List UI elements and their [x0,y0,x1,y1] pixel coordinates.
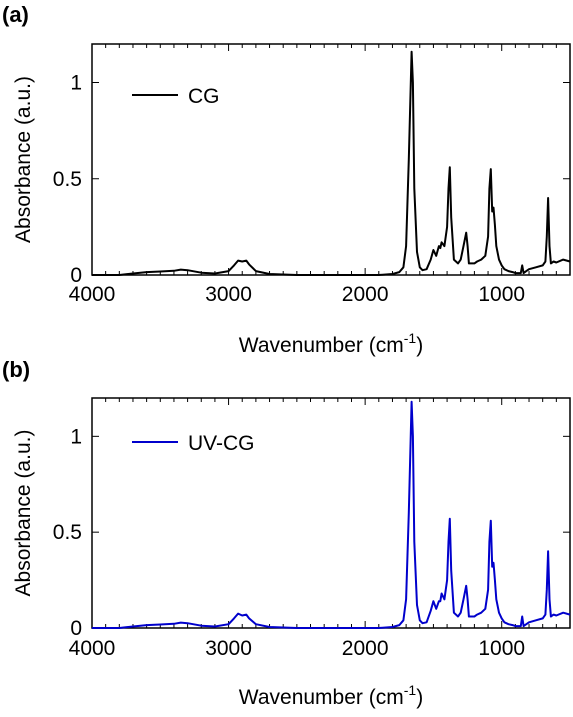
panel-label: (a) [2,2,29,27]
x-axis-label-close: ) [416,334,423,357]
x-tick-label: 1000 [478,637,525,660]
y-tick-label: 0 [70,264,82,287]
x-tick-label: 2000 [342,283,389,306]
y-axis-label: Absorbance (a.u.) [12,430,35,597]
x-axis-label: Wavenumber (cm-1) [239,682,423,709]
panel-label: (b) [2,357,30,382]
x-tick-label: 2000 [342,637,389,660]
chart-panel-b: (b) 4000 3000 2000 1000 0 0.5 1 Wavenumber (cm-1… [2,357,571,709]
plot-frame [91,43,571,276]
x-axis-label-text: Wavenumber (cm [239,686,404,709]
chart-panel-a: (a) 4000 3000 2000 1000 0 0.5 1 Wavenumber (cm-1… [2,2,571,357]
x-axis-label-superscript: -1 [404,682,417,698]
y-tick-label: 1 [70,72,82,95]
x-axis-label-superscript: -1 [404,330,417,346]
y-tick-label: 0.5 [53,521,82,544]
x-tick-label: 3000 [205,637,252,660]
x-axis-label: Wavenumber (cm-1) [239,330,423,357]
y-tick-label: 1 [70,425,82,448]
x-axis-label-text: Wavenumber (cm [239,334,404,357]
plot-frame [91,397,571,629]
y-tick-label: 0 [70,617,82,640]
y-axis-label: Absorbance (a.u.) [12,76,35,243]
legend-label: CG [188,85,220,108]
y-tick-label: 0.5 [53,168,82,191]
x-tick-label: 4000 [69,283,116,306]
x-tick-label: 4000 [69,637,116,660]
x-tick-label: 3000 [205,283,252,306]
x-tick-label: 1000 [478,283,525,306]
series-line-uv-cg [92,400,571,629]
legend: CG [132,85,220,108]
legend-label: UV-CG [188,432,255,455]
series-line-cg [92,50,571,276]
legend: UV-CG [132,432,255,455]
x-axis-label-close: ) [416,686,423,709]
